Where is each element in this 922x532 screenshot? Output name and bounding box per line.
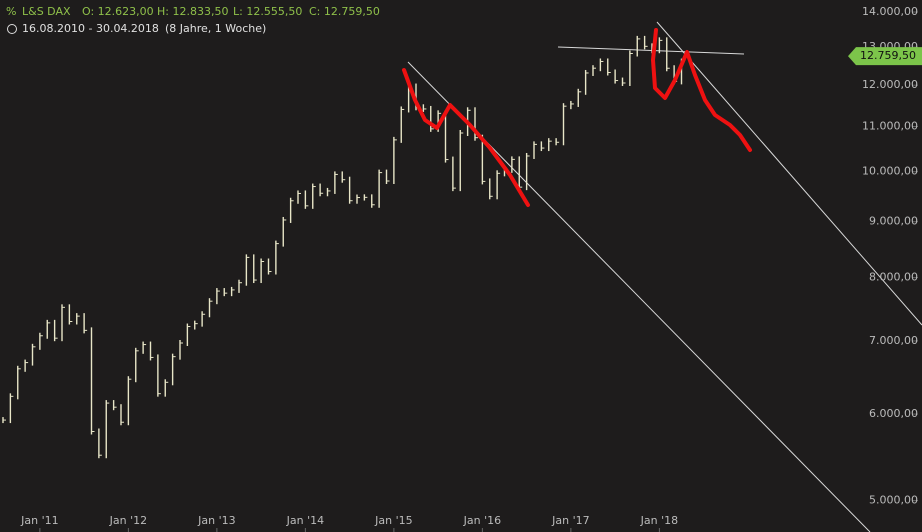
y-tick-label: 5.000,00 <box>869 494 918 507</box>
x-tick-label: Jan '14 <box>286 514 324 527</box>
chart-icon: % <box>6 5 16 18</box>
ohlc-high: H: 12.833,50 <box>157 5 228 18</box>
trend-line <box>557 46 745 55</box>
y-tick-label: 8.000,00 <box>869 271 918 284</box>
y-tick-label: 10.000,00 <box>862 165 918 178</box>
ohlc-open: O: 12.623,00 <box>82 5 154 18</box>
annotation-stroke <box>651 28 752 152</box>
duration: (8 Jahre, 1 Woche) <box>165 22 266 35</box>
y-tick-label: 14.000,00 <box>862 5 918 18</box>
annotation-stroke <box>402 68 530 207</box>
x-tick-label: Jan '15 <box>374 514 412 527</box>
clock-icon <box>7 24 17 34</box>
y-tick-label: 12.000,00 <box>862 78 918 91</box>
x-tick-label: Jan '13 <box>197 514 235 527</box>
drawings <box>402 28 752 207</box>
ohlc-low: L: 12.555,50 <box>233 5 302 18</box>
chart-title: L&S DAX <box>22 5 71 18</box>
trend-line <box>656 21 922 326</box>
x-tick-label: Jan '12 <box>109 514 147 527</box>
x-tick-label: Jan '11 <box>20 514 58 527</box>
last-price-tag <box>848 47 922 66</box>
y-tick-label: 11.000,00 <box>862 119 918 132</box>
x-tick-label: Jan '16 <box>463 514 501 527</box>
x-tick-label: Jan '17 <box>551 514 589 527</box>
period: 16.08.2010 - 30.04.2018 <box>22 22 159 35</box>
header: % L&S DAX O: 12.623,00 H: 12.833,50 L: 1… <box>6 5 380 35</box>
y-tick-label: 6.000,00 <box>869 407 918 420</box>
x-tick-label: Jan '18 <box>640 514 678 527</box>
last-price-label: 12.759,50 <box>860 49 916 62</box>
y-tick-label: 9.000,00 <box>869 215 918 228</box>
ohlc-close: C: 12.759,50 <box>309 5 380 18</box>
y-tick-label: 7.000,00 <box>869 334 918 347</box>
